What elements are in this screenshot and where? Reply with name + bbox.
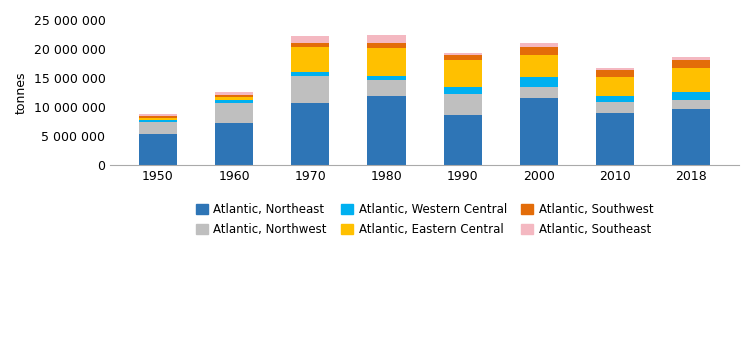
Y-axis label: tonnes: tonnes <box>15 71 28 114</box>
Bar <box>291 43 329 47</box>
Bar <box>139 114 177 116</box>
Bar <box>443 94 482 114</box>
Bar <box>291 76 329 103</box>
Bar <box>596 68 634 70</box>
Bar <box>367 42 406 48</box>
Bar <box>367 76 406 80</box>
Bar <box>139 122 177 134</box>
Bar <box>215 103 253 123</box>
Bar <box>443 60 482 87</box>
Bar <box>291 47 329 72</box>
Bar <box>673 92 710 100</box>
Bar <box>291 36 329 43</box>
Bar <box>139 116 177 117</box>
Bar <box>443 114 482 165</box>
Legend: Atlantic, Northeast, Atlantic, Northwest, Atlantic, Western Central, Atlantic, E: Atlantic, Northeast, Atlantic, Northwest… <box>190 197 660 242</box>
Bar <box>596 96 634 103</box>
Bar <box>443 53 482 55</box>
Bar <box>139 134 177 165</box>
Bar <box>673 60 710 68</box>
Bar <box>520 87 558 98</box>
Bar <box>596 70 634 77</box>
Bar <box>367 48 406 76</box>
Bar <box>596 77 634 96</box>
Bar <box>673 100 710 109</box>
Bar <box>443 87 482 94</box>
Bar <box>673 109 710 165</box>
Bar <box>291 72 329 76</box>
Bar <box>520 98 558 165</box>
Bar <box>215 92 253 95</box>
Bar <box>215 123 253 165</box>
Bar <box>139 120 177 122</box>
Bar <box>673 68 710 92</box>
Bar <box>215 96 253 99</box>
Bar <box>139 117 177 120</box>
Bar <box>367 96 406 165</box>
Bar <box>215 95 253 96</box>
Bar <box>673 57 710 60</box>
Bar <box>520 77 558 87</box>
Bar <box>596 103 634 113</box>
Bar <box>367 80 406 96</box>
Bar <box>520 42 558 47</box>
Bar <box>291 103 329 165</box>
Bar <box>443 55 482 60</box>
Bar <box>215 99 253 103</box>
Bar <box>520 55 558 77</box>
Bar <box>596 113 634 165</box>
Bar <box>520 47 558 55</box>
Bar <box>367 35 406 42</box>
